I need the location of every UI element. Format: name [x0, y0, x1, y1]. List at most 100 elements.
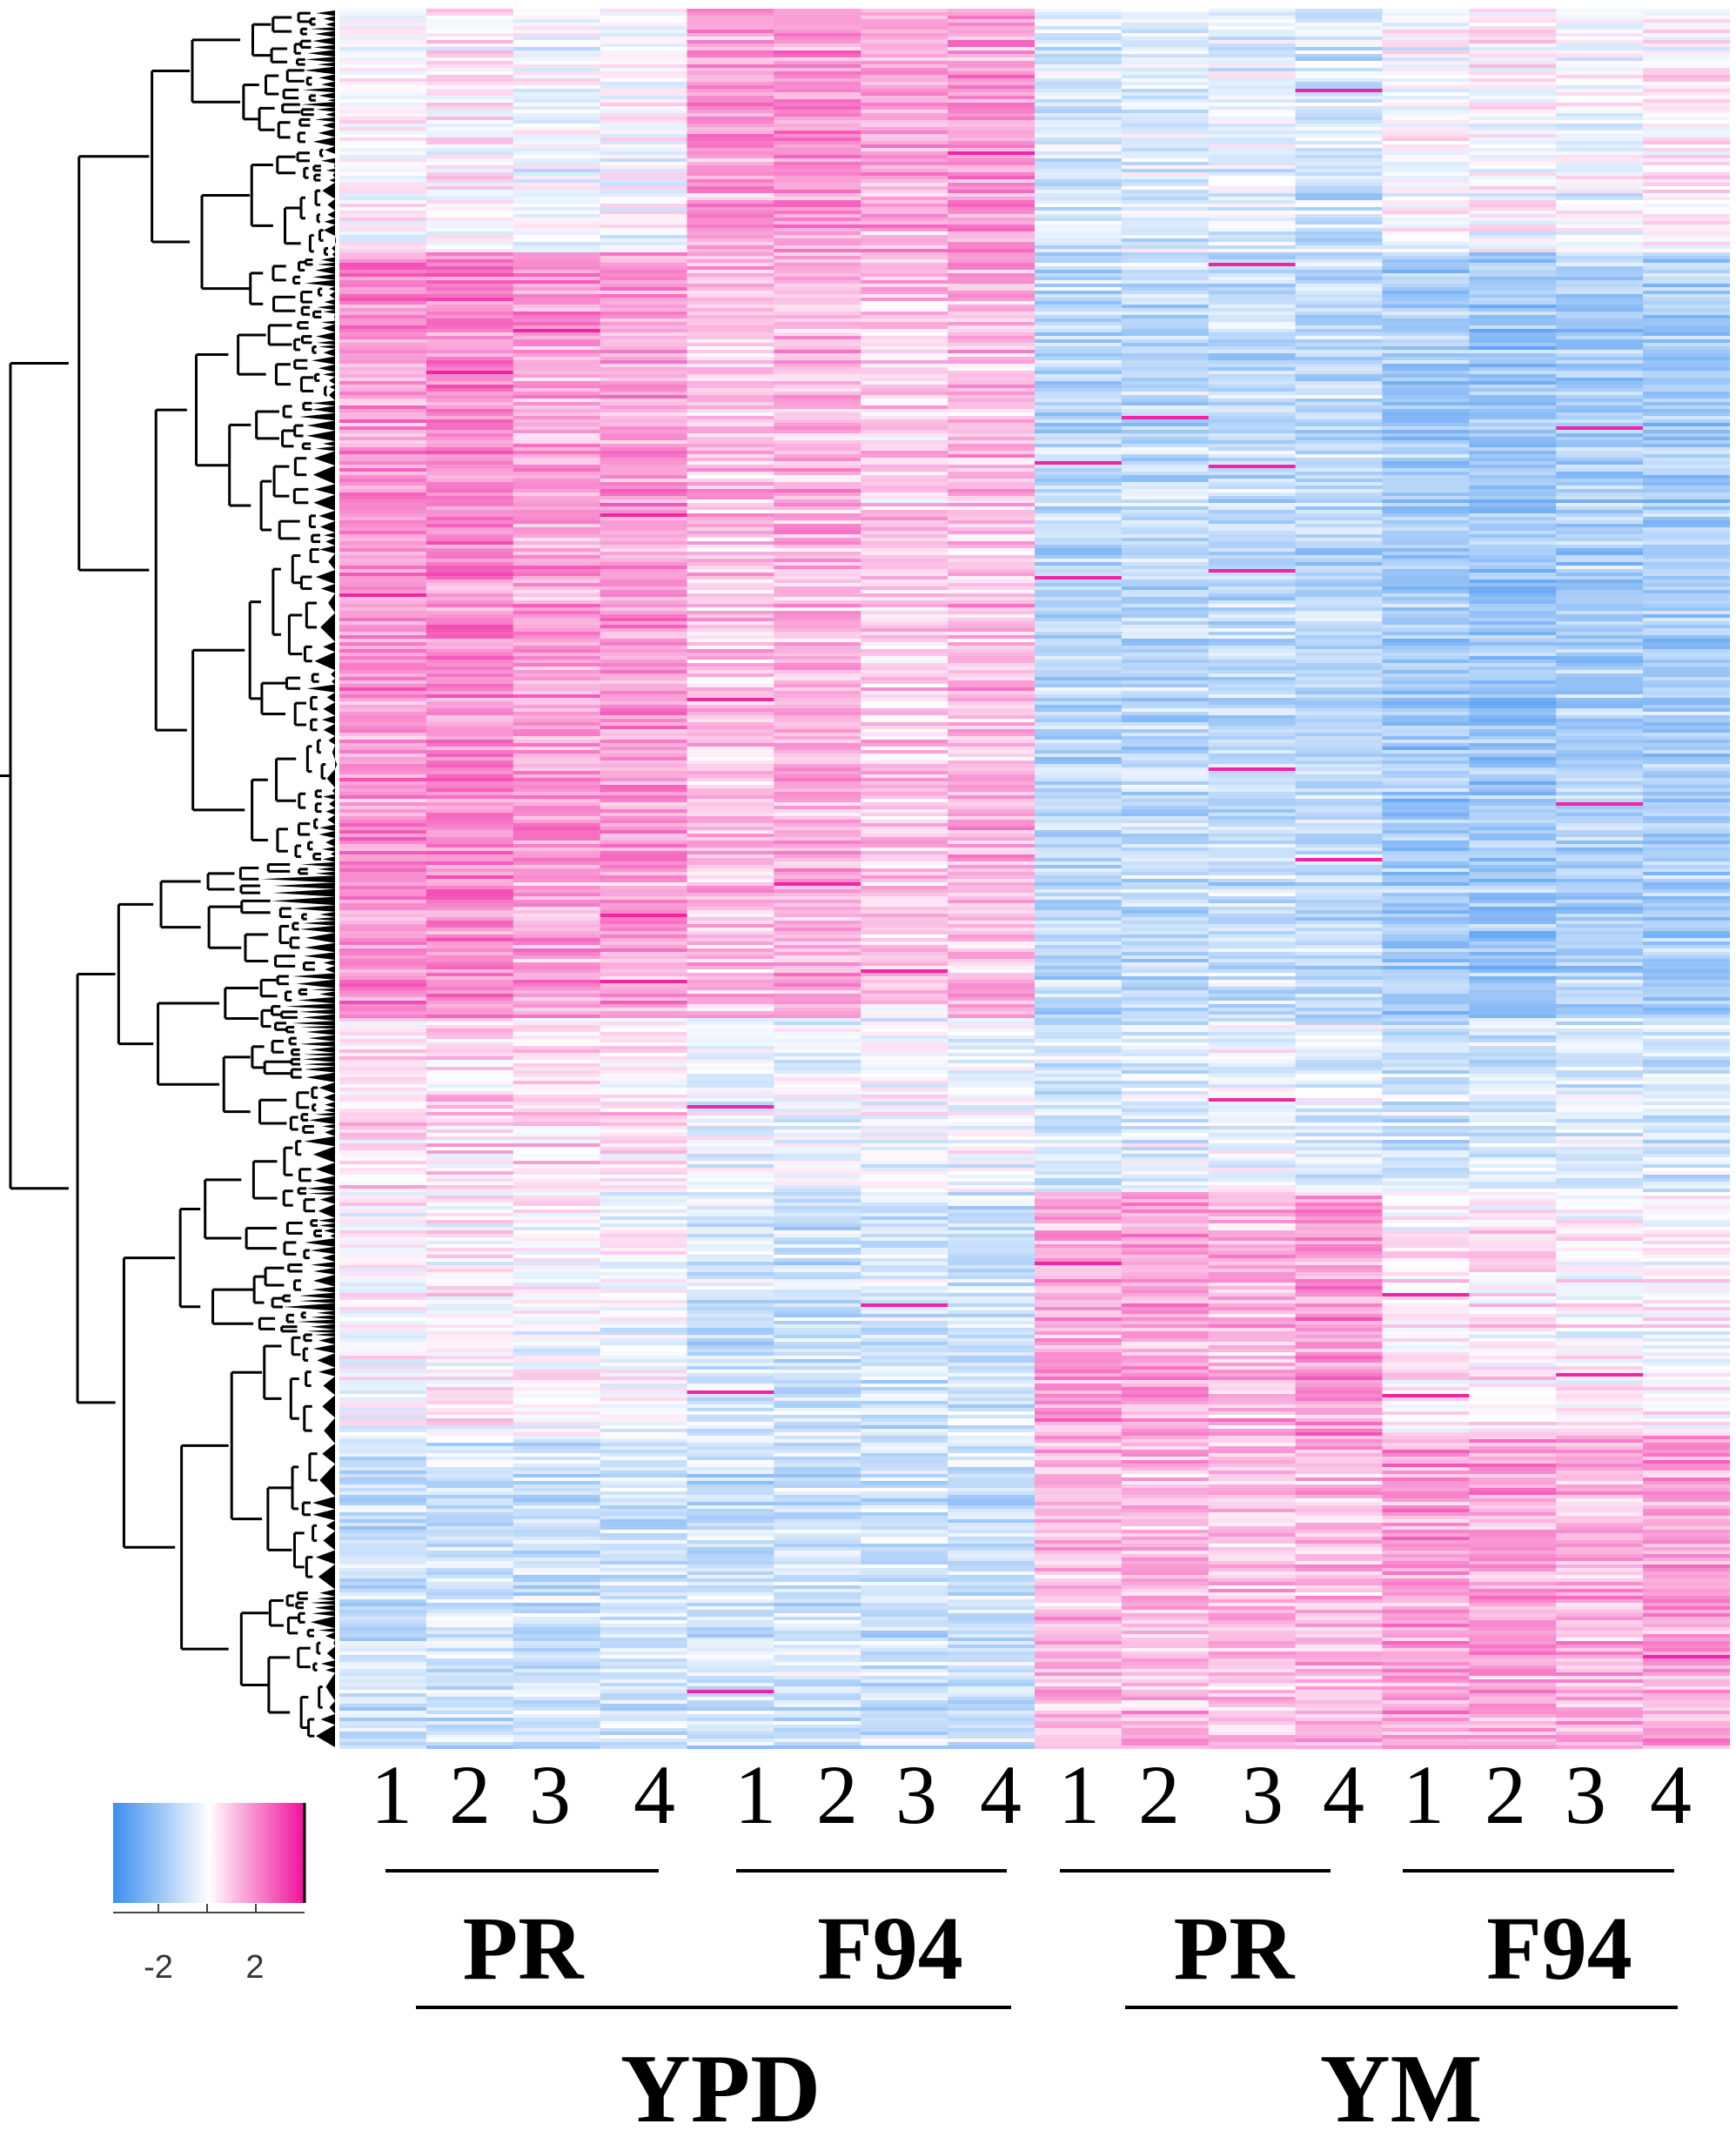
heatmap-cell [1643, 207, 1730, 211]
heatmap-cell [1295, 834, 1384, 838]
heatmap-cell [426, 813, 514, 817]
heatmap-cell [687, 218, 774, 222]
heatmap-cell [1643, 409, 1730, 413]
heatmap-cell [948, 245, 1036, 250]
heatmap-cell [948, 719, 1036, 723]
heatmap-cell [1382, 332, 1470, 337]
heatmap-cell [1121, 785, 1210, 789]
heatmap-cell [774, 291, 861, 295]
heatmap-cell [774, 830, 861, 834]
heatmap-cell [600, 576, 688, 580]
heatmap-cell [687, 412, 774, 417]
heatmap-cell [1382, 472, 1470, 476]
heatmap-cell [513, 868, 601, 873]
heatmap-cell [1295, 524, 1384, 528]
heatmap-cell [1382, 346, 1470, 351]
heatmap-cell [1295, 141, 1384, 145]
heatmap-cell [1469, 378, 1557, 382]
heatmap-cell [513, 336, 601, 340]
heatmap-cell [1382, 639, 1470, 643]
heatmap-cell [1208, 548, 1297, 553]
heatmap-cell [861, 545, 948, 549]
heatmap-cell [1121, 437, 1210, 441]
heatmap-cell [687, 9, 774, 13]
heatmap-cell [426, 12, 514, 17]
heatmap-cell [1556, 635, 1644, 640]
heatmap-cell [1035, 712, 1123, 716]
heatmap-cell [1121, 600, 1210, 605]
heatmap-cell [687, 374, 774, 379]
heatmap-cell [1469, 482, 1557, 486]
heatmap-cell [600, 33, 688, 37]
heatmap-cell [1643, 367, 1730, 372]
heatmap-cell [1035, 155, 1123, 159]
heatmap-cell [1121, 820, 1210, 824]
heatmap-cell [687, 388, 774, 392]
dendrogram-leaf-cluster [318, 1082, 335, 1094]
heatmap-cell [1556, 774, 1644, 779]
heatmap-cell [1121, 562, 1210, 566]
dendrogram-leaf-cluster [314, 1605, 335, 1611]
heatmap-cell [600, 426, 688, 431]
heatmap-cell [1469, 510, 1557, 514]
heatmap-cell [1035, 57, 1123, 62]
heatmap-cell [1556, 291, 1644, 295]
heatmap-cell [600, 701, 688, 706]
heatmap-cell [948, 854, 1036, 859]
heatmap-cell [339, 96, 427, 100]
heatmap-cell [1643, 687, 1730, 692]
heatmap-cell [687, 155, 774, 159]
heatmap-cell [948, 475, 1036, 479]
heatmap-cell [1295, 158, 1384, 163]
heatmap-cell [600, 548, 688, 553]
heatmap-cell [339, 736, 427, 740]
heatmap-cell [339, 256, 427, 260]
heatmap-cell [339, 625, 427, 629]
heatmap-cell [1643, 106, 1730, 111]
heatmap-cell [426, 263, 514, 267]
heatmap-cell [513, 263, 601, 267]
heatmap-cell [774, 364, 861, 368]
heatmap-cell [1556, 131, 1644, 135]
heatmap-cell [1208, 61, 1297, 65]
heatmap-cell [861, 19, 948, 23]
heatmap-cell [1469, 242, 1557, 246]
heatmap-cell [426, 40, 514, 44]
heatmap-cell [1295, 30, 1384, 34]
heatmap-cell [1556, 127, 1644, 131]
dendrogram-leaf-cluster [335, 235, 337, 245]
heatmap-cell [774, 82, 861, 86]
heatmap-cell [1035, 496, 1123, 500]
heatmap-cell [1295, 726, 1384, 730]
heatmap-cell [339, 747, 427, 751]
heatmap-cell [1556, 419, 1644, 424]
heatmap-cell [774, 360, 861, 365]
heatmap-cell [1035, 896, 1123, 901]
heatmap-cell [339, 364, 427, 368]
heatmap-cell [1643, 506, 1730, 511]
heatmap-cell [1469, 694, 1557, 699]
heatmap-cell [1469, 186, 1557, 191]
heatmap-cell [1382, 26, 1470, 30]
heatmap-cell [1382, 743, 1470, 747]
heatmap-cell [774, 388, 861, 392]
heatmap-cell [687, 186, 774, 191]
heatmap-cell [1208, 218, 1297, 222]
heatmap-cell [1469, 169, 1557, 173]
heatmap-cell [426, 754, 514, 758]
heatmap-cell [861, 907, 948, 911]
heatmap-cell [1643, 861, 1730, 866]
heatmap-cell [774, 266, 861, 271]
heatmap-cell [1382, 527, 1470, 532]
heatmap-cell [600, 322, 688, 326]
dendrogram-leaf-cluster [325, 1631, 335, 1640]
heatmap-cell [1121, 691, 1210, 695]
heatmap-cell [1643, 705, 1730, 709]
heatmap-cell [600, 231, 688, 236]
heatmap-cell [687, 113, 774, 117]
heatmap-cell [687, 419, 774, 424]
heatmap-cell [1295, 44, 1384, 48]
heatmap-cell [1643, 301, 1730, 305]
heatmap-cell [948, 844, 1036, 848]
heatmap-cell [687, 305, 774, 309]
